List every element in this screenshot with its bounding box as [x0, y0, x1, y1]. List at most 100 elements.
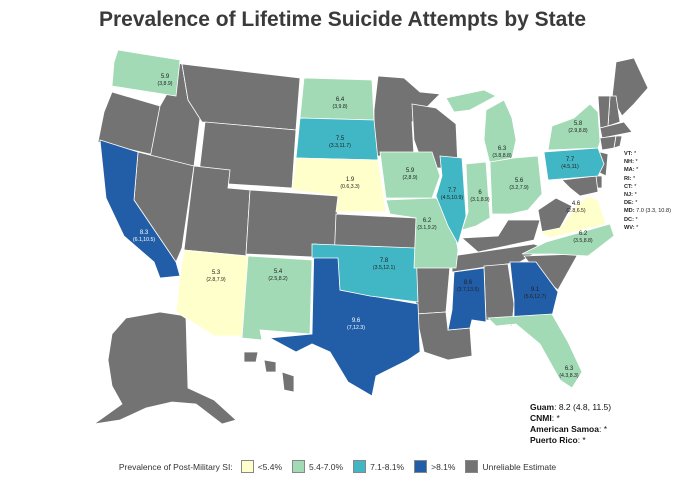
map-title: Prevalence of Lifetime Suicide Attempts …	[98, 8, 587, 31]
northeast-state-value: *	[633, 192, 637, 199]
northeast-list-row: MD: 7.0 (3.3, 10.8)	[624, 207, 671, 215]
label-mo-value: 6.2	[423, 218, 432, 224]
territory-name: CNMI	[530, 413, 552, 423]
state-va	[538, 195, 607, 239]
territory-name: Puerto Rico	[530, 435, 578, 445]
state-labels: 5.9 (3,8.9) 8.3 (6.1,10.5) 5.3 (2.8,7.9)…	[133, 74, 593, 379]
state-in	[461, 161, 491, 231]
state-fl	[487, 313, 583, 389]
northeast-state-value: 7.0 (3.3, 10.8)	[634, 208, 671, 215]
legend-item: Unreliable Estimate	[465, 460, 556, 473]
label-ia-value: 5.9	[406, 168, 415, 174]
northeast-list-row: WV: *	[624, 224, 671, 232]
label-nm-value: 5.4	[274, 269, 283, 275]
northeast-state-abbr: DC:	[624, 216, 634, 223]
label-nc-ci: (3.5,8.8)	[573, 238, 593, 244]
label-mo-ci: (3.1,9.2)	[417, 225, 437, 231]
territory-row: Guam: 8.2 (4.8, 11.5)	[530, 402, 611, 413]
label-ga-value: 9.1	[531, 287, 540, 293]
label-fl-value: 6.3	[565, 366, 574, 372]
label-nd-ci: (3,9.8)	[333, 104, 348, 110]
legend-swatch	[414, 460, 428, 473]
label-il-value: 7.7	[448, 188, 457, 194]
northeast-state-value: *	[633, 200, 638, 207]
legend-items: <5.4% 5.4-7.0% 7.1-8.1% >8.1% Unreliable Est…	[240, 460, 566, 473]
territory-value: : *	[577, 435, 586, 445]
legend: Prevalence of Post-Military SI: <5.4% 5.4…	[0, 460, 685, 473]
label-sd-value: 7.5	[336, 136, 345, 142]
northeast-state-abbr: CT:	[624, 183, 633, 190]
legend-title: Prevalence of Post-Military SI:	[118, 461, 233, 472]
territory-value: : *	[598, 424, 608, 434]
state-md	[561, 175, 599, 197]
legend-swatch	[292, 460, 306, 473]
legend-label: <5.4%	[257, 461, 283, 472]
state-nc	[521, 223, 615, 257]
northeast-state-abbr: WV:	[624, 224, 635, 231]
northeast-state-abbr: MD:	[624, 208, 635, 215]
label-oh-value: 5.6	[515, 178, 524, 184]
label-az-ci: (2.8,7.9)	[206, 277, 226, 283]
label-ga-ci: (5.6,12.7)	[524, 294, 546, 300]
legend-item: 7.1-8.1%	[353, 460, 404, 473]
state-mi	[445, 89, 517, 165]
northeast-state-value: *	[634, 167, 639, 174]
legend-label: >8.1%	[431, 461, 456, 472]
state-oh	[489, 155, 543, 215]
state-ne	[291, 157, 387, 213]
legend-swatch	[353, 460, 367, 473]
state-ca	[99, 139, 181, 279]
northeast-state-value: *	[633, 159, 638, 166]
label-ca-ci: (6.1,10.5)	[133, 237, 155, 243]
territory-row: CNMI: *	[530, 413, 611, 424]
state-hi	[243, 351, 295, 393]
northeast-list-row: DC: *	[624, 216, 671, 224]
label-tx-value: 9.6	[352, 318, 361, 324]
territory-row: American Samoa: *	[530, 424, 611, 435]
northeast-list-row: NJ: *	[624, 191, 671, 199]
northeast-state-abbr: VT:	[624, 151, 633, 157]
territory-value: : 8.2 (4.8, 11.5)	[554, 402, 612, 412]
reported-states	[99, 49, 615, 397]
label-sd-ci: (3.3,11.7)	[329, 143, 351, 149]
legend-item: >8.1%	[414, 460, 455, 473]
label-ny-value: 5.8	[574, 121, 583, 127]
northeast-state-list: VT: * NH: * MA: * RI: * CT: * NJ: * DE: * MD: 7…	[624, 150, 671, 232]
northeast-list-row: DE: *	[624, 199, 671, 207]
territory-value: : *	[551, 413, 560, 423]
label-wa-value: 5.9	[161, 74, 170, 80]
label-pa-ci: (4.5,11)	[561, 164, 579, 170]
northeast-state-value: *	[631, 175, 636, 182]
label-nd-value: 6.4	[336, 97, 345, 103]
northeast-list-row: CT: *	[624, 183, 671, 191]
label-in-ci: (3.1,8.9)	[470, 197, 490, 203]
territory-row: Puerto Rico: *	[530, 435, 611, 446]
label-ms-ci: (3.7,13.5)	[457, 287, 479, 293]
northeast-state-abbr: RI:	[624, 175, 632, 182]
territory-name: Guam	[530, 402, 555, 412]
northeast-state-value: *	[634, 224, 639, 231]
state-ms	[447, 267, 487, 331]
northeast-list-row: NH: *	[624, 158, 671, 166]
state-nm	[241, 255, 313, 341]
legend-swatch	[465, 460, 479, 473]
state-la	[415, 311, 473, 361]
territory-name: American Samoa	[530, 424, 599, 434]
label-az-value: 5.3	[212, 270, 221, 276]
state-tn	[451, 243, 545, 273]
state-ar	[413, 265, 451, 315]
state-wv	[537, 197, 573, 233]
label-ia-ci: (2,8.9)	[403, 175, 418, 181]
northeast-state-value: *	[633, 216, 638, 223]
state-ri	[613, 135, 623, 149]
northeast-state-abbr: NJ:	[624, 192, 634, 199]
state-ia	[379, 151, 441, 199]
label-tx-ci: (7,12.3)	[347, 325, 365, 331]
label-fl-ci: (4.3,8.3)	[559, 373, 579, 379]
label-ms-value: 8.6	[464, 280, 473, 286]
label-ny-ci: (2.9,8.8)	[568, 128, 588, 134]
legend-item: 5.4-7.0%	[292, 460, 343, 473]
label-mi-value: 6.3	[498, 146, 507, 152]
northeast-state-abbr: DE:	[624, 200, 634, 207]
